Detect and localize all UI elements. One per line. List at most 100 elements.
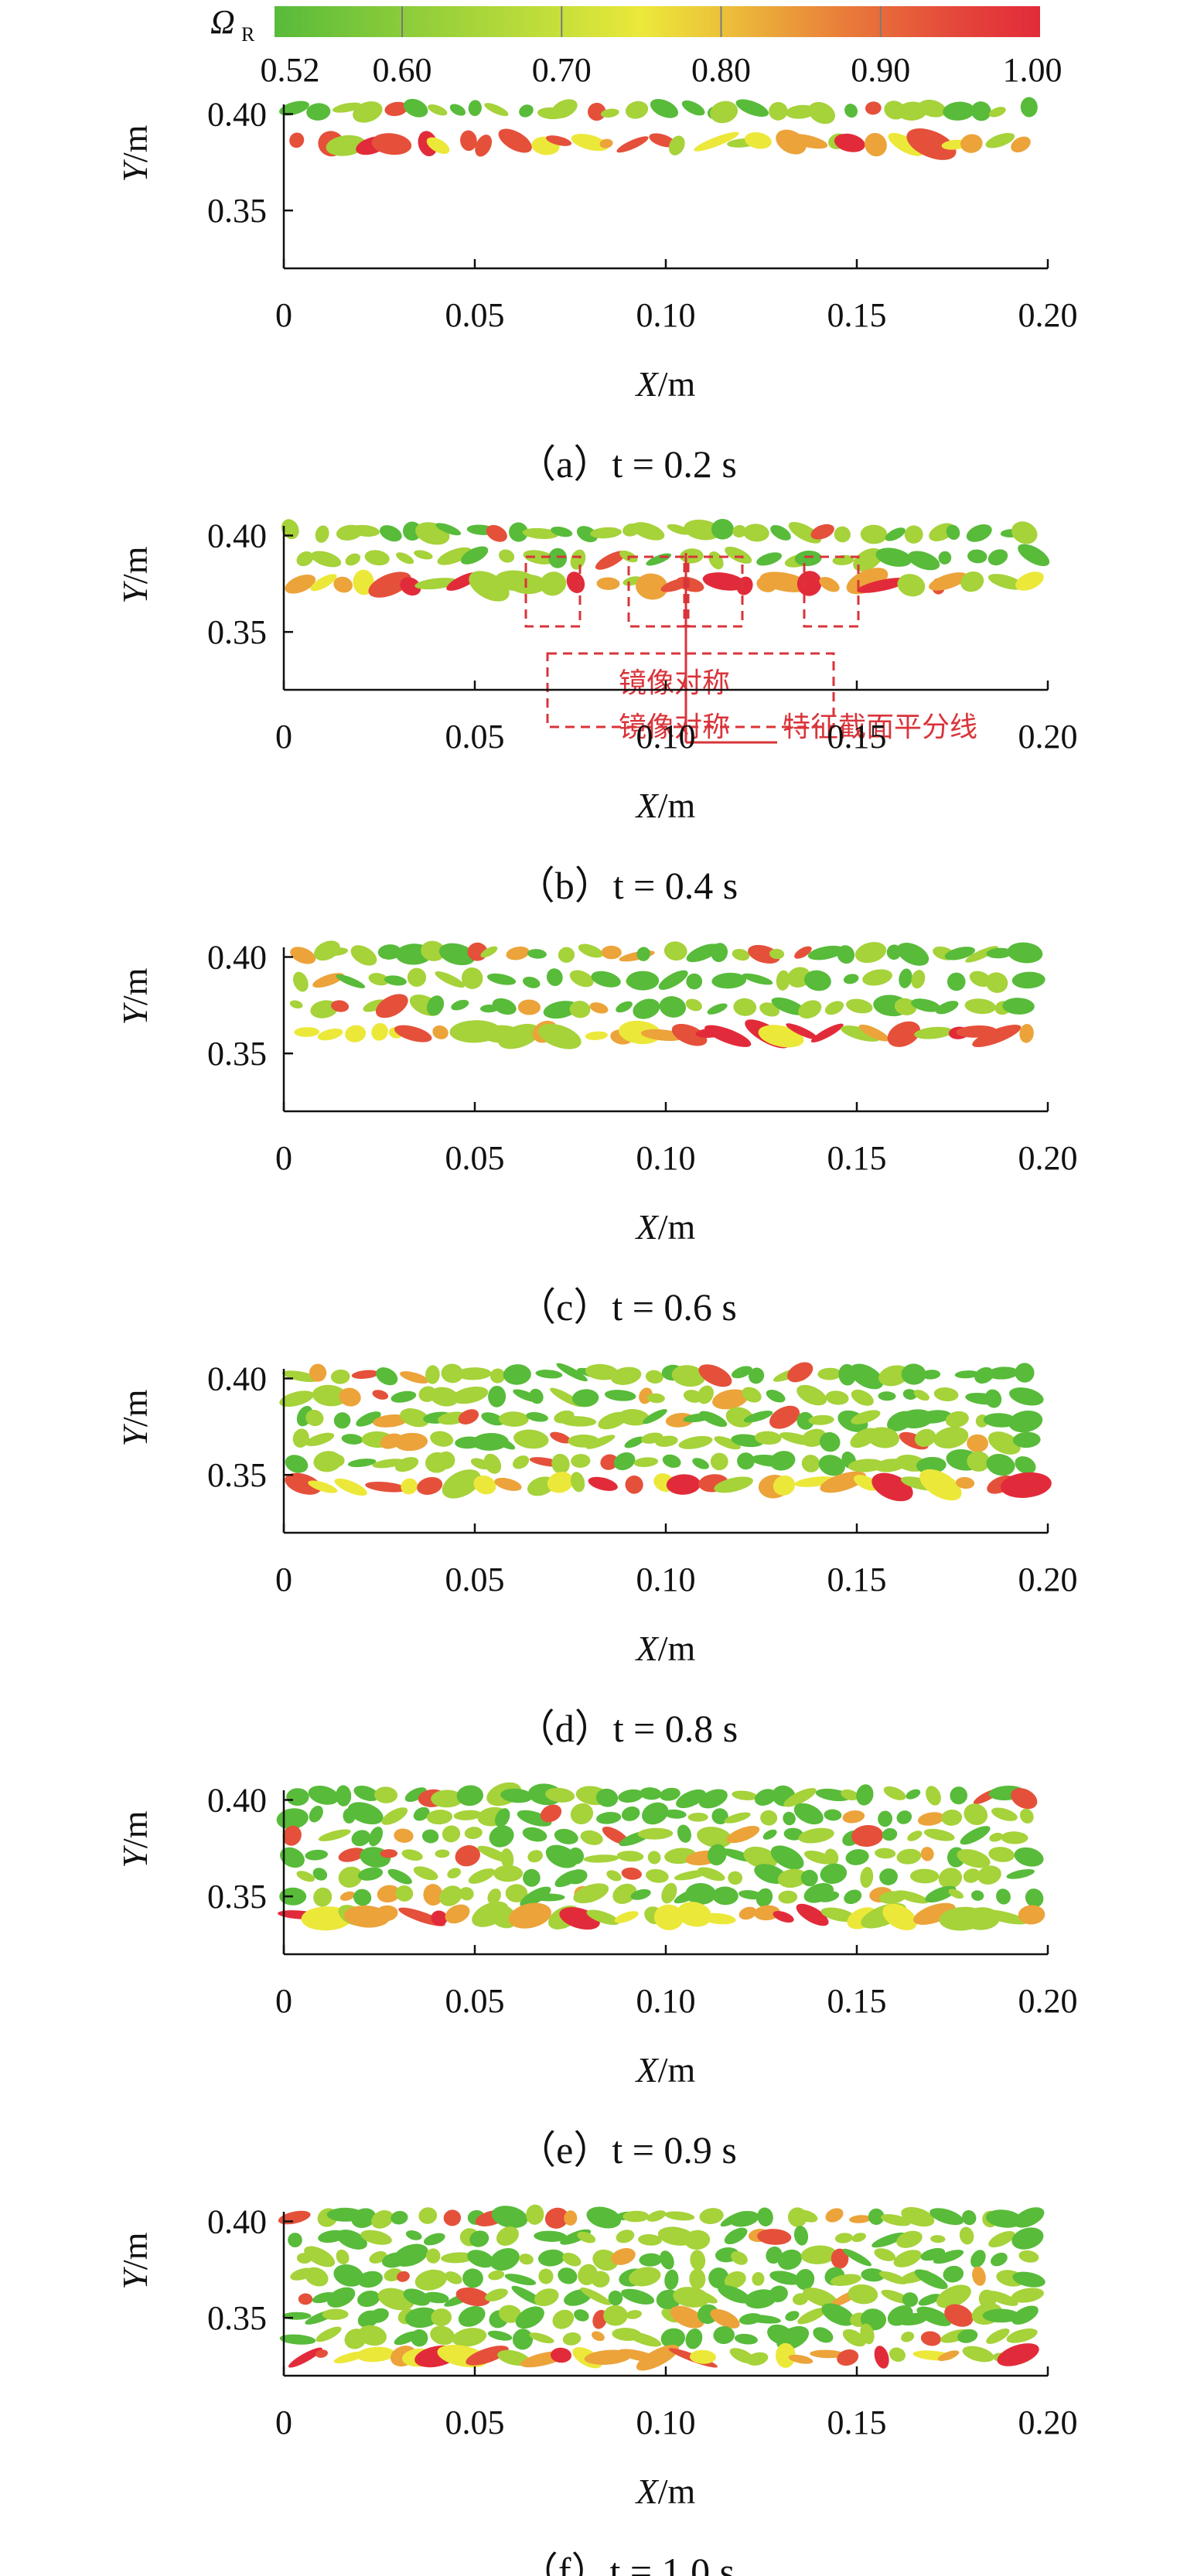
- vortex-blob: [1018, 2250, 1039, 2263]
- vortex-blob: [985, 2209, 1023, 2228]
- vortex-blob: [580, 2287, 612, 2305]
- vortex-blob: [625, 101, 649, 119]
- x-axis-label: X/m: [635, 786, 696, 825]
- vortex-blob: [989, 107, 1006, 118]
- vortex-blob: [686, 973, 703, 990]
- vortex-blob: [888, 132, 923, 156]
- vortex-blob: [987, 549, 1008, 566]
- vortex-blob: [732, 524, 747, 538]
- vortex-blob: [377, 944, 401, 960]
- vortex-blob: [351, 1830, 370, 1847]
- vortex-blob: [529, 1388, 544, 1404]
- vortex-blob: [713, 2325, 735, 2345]
- vortex-blob: [310, 574, 337, 592]
- vortex-blob: [636, 947, 650, 961]
- vortex-blob: [334, 1478, 367, 1496]
- vortex-blob: [997, 2343, 1039, 2366]
- vortex-blob: [604, 1390, 636, 1401]
- vortex-blob: [618, 1789, 643, 1803]
- vortex-blob: [810, 2349, 845, 2359]
- vortex-blob: [646, 2210, 667, 2222]
- x-tick-label: 0: [275, 1982, 292, 2020]
- vortex-blob: [338, 1866, 363, 1888]
- vortex-blob: [391, 1390, 417, 1403]
- vortex-blob: [867, 1427, 899, 1448]
- vortex-blob: [711, 943, 728, 963]
- x-tick-label: 0: [275, 1139, 292, 1177]
- vortex-blob: [920, 2331, 941, 2346]
- vortex-blob: [466, 2346, 509, 2366]
- vortex-blob: [1008, 1411, 1043, 1433]
- vortex-blob: [954, 1370, 980, 1379]
- colorbar-symbol: Ω: [210, 3, 235, 41]
- vortex-blob: [453, 1810, 483, 1820]
- vortex-blob: [423, 2291, 449, 2304]
- colorbar-tick-label: 0.60: [373, 51, 432, 89]
- vortex-blob: [710, 101, 738, 124]
- vortex-blob: [280, 1847, 305, 1868]
- vortex-blob: [483, 1453, 502, 1474]
- vortex-blob: [288, 2347, 322, 2368]
- vortex-blob: [687, 1812, 708, 1822]
- colorbar-tick-label: 0.90: [851, 51, 910, 89]
- vortex-blob: [468, 1868, 495, 1884]
- vortex-blob: [913, 1902, 956, 1925]
- vortex-blob: [901, 2332, 915, 2342]
- vortex-blob: [397, 2271, 410, 2282]
- vortex-blob: [316, 2349, 328, 2358]
- vortex-blob: [708, 1844, 727, 1866]
- vortex-blob: [435, 971, 466, 988]
- vortex-blob: [896, 1848, 922, 1865]
- vortex-blob: [837, 2349, 859, 2366]
- vortex-blob: [279, 101, 309, 116]
- vortex-blob: [792, 2293, 809, 2305]
- vortex-blob: [568, 1848, 585, 1865]
- vortex-blob: [523, 550, 555, 565]
- vortex-blob: [1025, 1888, 1044, 1908]
- vortex-blob: [941, 1809, 963, 1826]
- vortex-blob: [785, 2311, 800, 2322]
- vortex-blob: [692, 1458, 709, 1469]
- y-axis-label: Y/m: [115, 125, 155, 182]
- vortex-blob: [962, 2346, 994, 2363]
- vortex-blob: [901, 1363, 926, 1385]
- vortex-blob: [972, 1025, 1022, 1048]
- vortex-blob: [851, 2233, 866, 2243]
- vortex-blob: [820, 1907, 856, 1923]
- vortex-blob: [917, 1812, 945, 1826]
- vortex-blob: [810, 1023, 844, 1042]
- vortex-blob: [754, 1789, 776, 1806]
- vortex-blob: [391, 2210, 408, 2225]
- vortex-blob: [487, 1888, 501, 1905]
- vortex-blob: [336, 1785, 352, 1807]
- vortex-blob: [350, 945, 377, 966]
- vortex-blob: [878, 1391, 896, 1401]
- vortex-blob: [1014, 1847, 1044, 1867]
- vortex-blob: [415, 522, 450, 545]
- vortex-blob: [670, 2305, 704, 2329]
- vortex-blob: [819, 1431, 841, 1452]
- vortex-blob: [347, 1802, 384, 1825]
- vortex-blob: [788, 2354, 814, 2364]
- vortex-blob: [776, 970, 790, 991]
- vortex-blob: [365, 1481, 407, 1493]
- vortex-blob: [736, 576, 753, 595]
- vortex-blob: [916, 1456, 947, 1474]
- vortex-blob: [874, 2248, 896, 2261]
- vortex-blob: [585, 1363, 619, 1380]
- vortex-blob: [848, 1459, 884, 1472]
- x-tick-label: 0: [275, 1561, 292, 1598]
- vortex-blobs: [279, 1362, 1052, 1502]
- vortex-blob: [732, 948, 750, 961]
- vortex-blob: [616, 1001, 633, 1013]
- vortex-blob: [777, 1868, 807, 1888]
- vortex-blob: [455, 1367, 492, 1380]
- panels: 0 0.05 0.10 0.15 0.20 0.40 0.35 X/m Y/m （a）t = 0.…: [115, 95, 1078, 2576]
- vortex-blob: [545, 1787, 575, 1803]
- vortex-blob: [907, 1830, 923, 1841]
- vortex-blob: [467, 2250, 494, 2268]
- vortex-blob: [347, 1459, 377, 1468]
- vortex-blob: [845, 1849, 869, 1865]
- vortex-blob: [517, 999, 541, 1015]
- vortex-blob: [380, 525, 402, 542]
